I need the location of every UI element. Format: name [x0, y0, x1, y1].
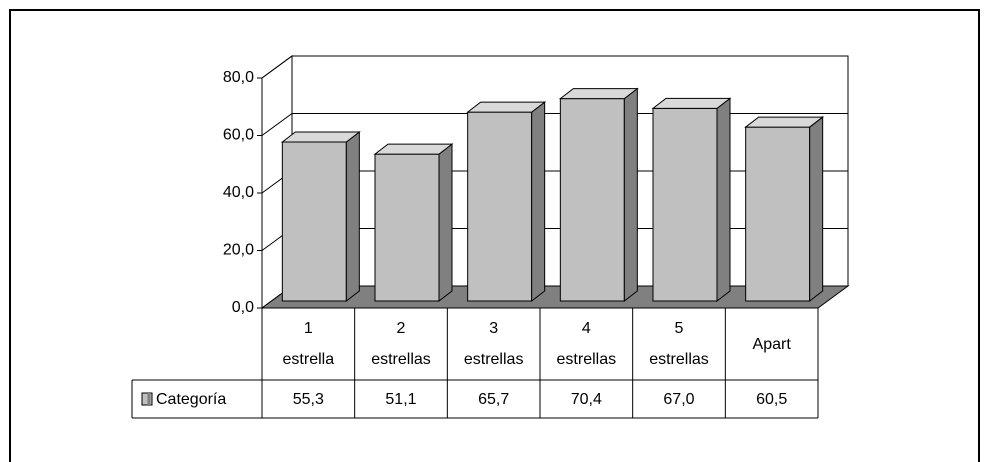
bar-side	[531, 101, 546, 303]
bar-front	[374, 153, 440, 302]
bar-top	[651, 97, 732, 109]
category-label: 3 estrellas	[463, 320, 524, 368]
legend-label: Categoría	[156, 391, 226, 408]
value-label: 60,5	[756, 390, 788, 408]
bar-side	[809, 116, 824, 303]
y-tick-label: 40,0	[223, 184, 254, 201]
category-label: Apart	[752, 335, 791, 353]
category-label: 1 estrella	[282, 320, 335, 368]
category-label: 2 estrellas	[371, 320, 431, 368]
bar	[280, 130, 361, 303]
bar-front	[745, 126, 811, 302]
bar-top	[558, 88, 639, 100]
y-tick-label: 0,0	[232, 299, 254, 316]
bar	[558, 87, 639, 303]
category-label: 4 estrellas	[556, 320, 617, 368]
value-label: 67,0	[663, 390, 695, 408]
bar-front	[281, 141, 347, 302]
y-tick-label: 60,0	[223, 127, 254, 144]
bar-side	[623, 87, 638, 303]
value-label: 51,1	[385, 390, 417, 408]
value-label: 65,7	[478, 390, 510, 408]
grid-line	[261, 55, 848, 79]
bar	[466, 101, 547, 303]
bar-side	[716, 97, 731, 303]
bar-top	[280, 131, 361, 143]
value-label: 70,4	[570, 390, 602, 408]
bar-side	[345, 130, 360, 303]
bar-front	[652, 107, 718, 302]
bar-front	[467, 111, 533, 302]
bar-side	[438, 143, 453, 303]
bar-front	[559, 98, 625, 302]
legend-key	[141, 392, 153, 406]
value-label: 55,3	[292, 390, 324, 408]
category-label: 5 estrellas	[649, 320, 709, 368]
chart-frame	[9, 9, 980, 462]
y-tick-label: 20,0	[223, 242, 254, 259]
bar-top	[466, 101, 547, 113]
bar	[744, 116, 825, 303]
y-tick-label: 80,0	[223, 69, 254, 86]
bar-top	[744, 116, 825, 128]
bar	[373, 143, 454, 303]
bar	[651, 97, 732, 303]
bar-top	[373, 143, 454, 155]
